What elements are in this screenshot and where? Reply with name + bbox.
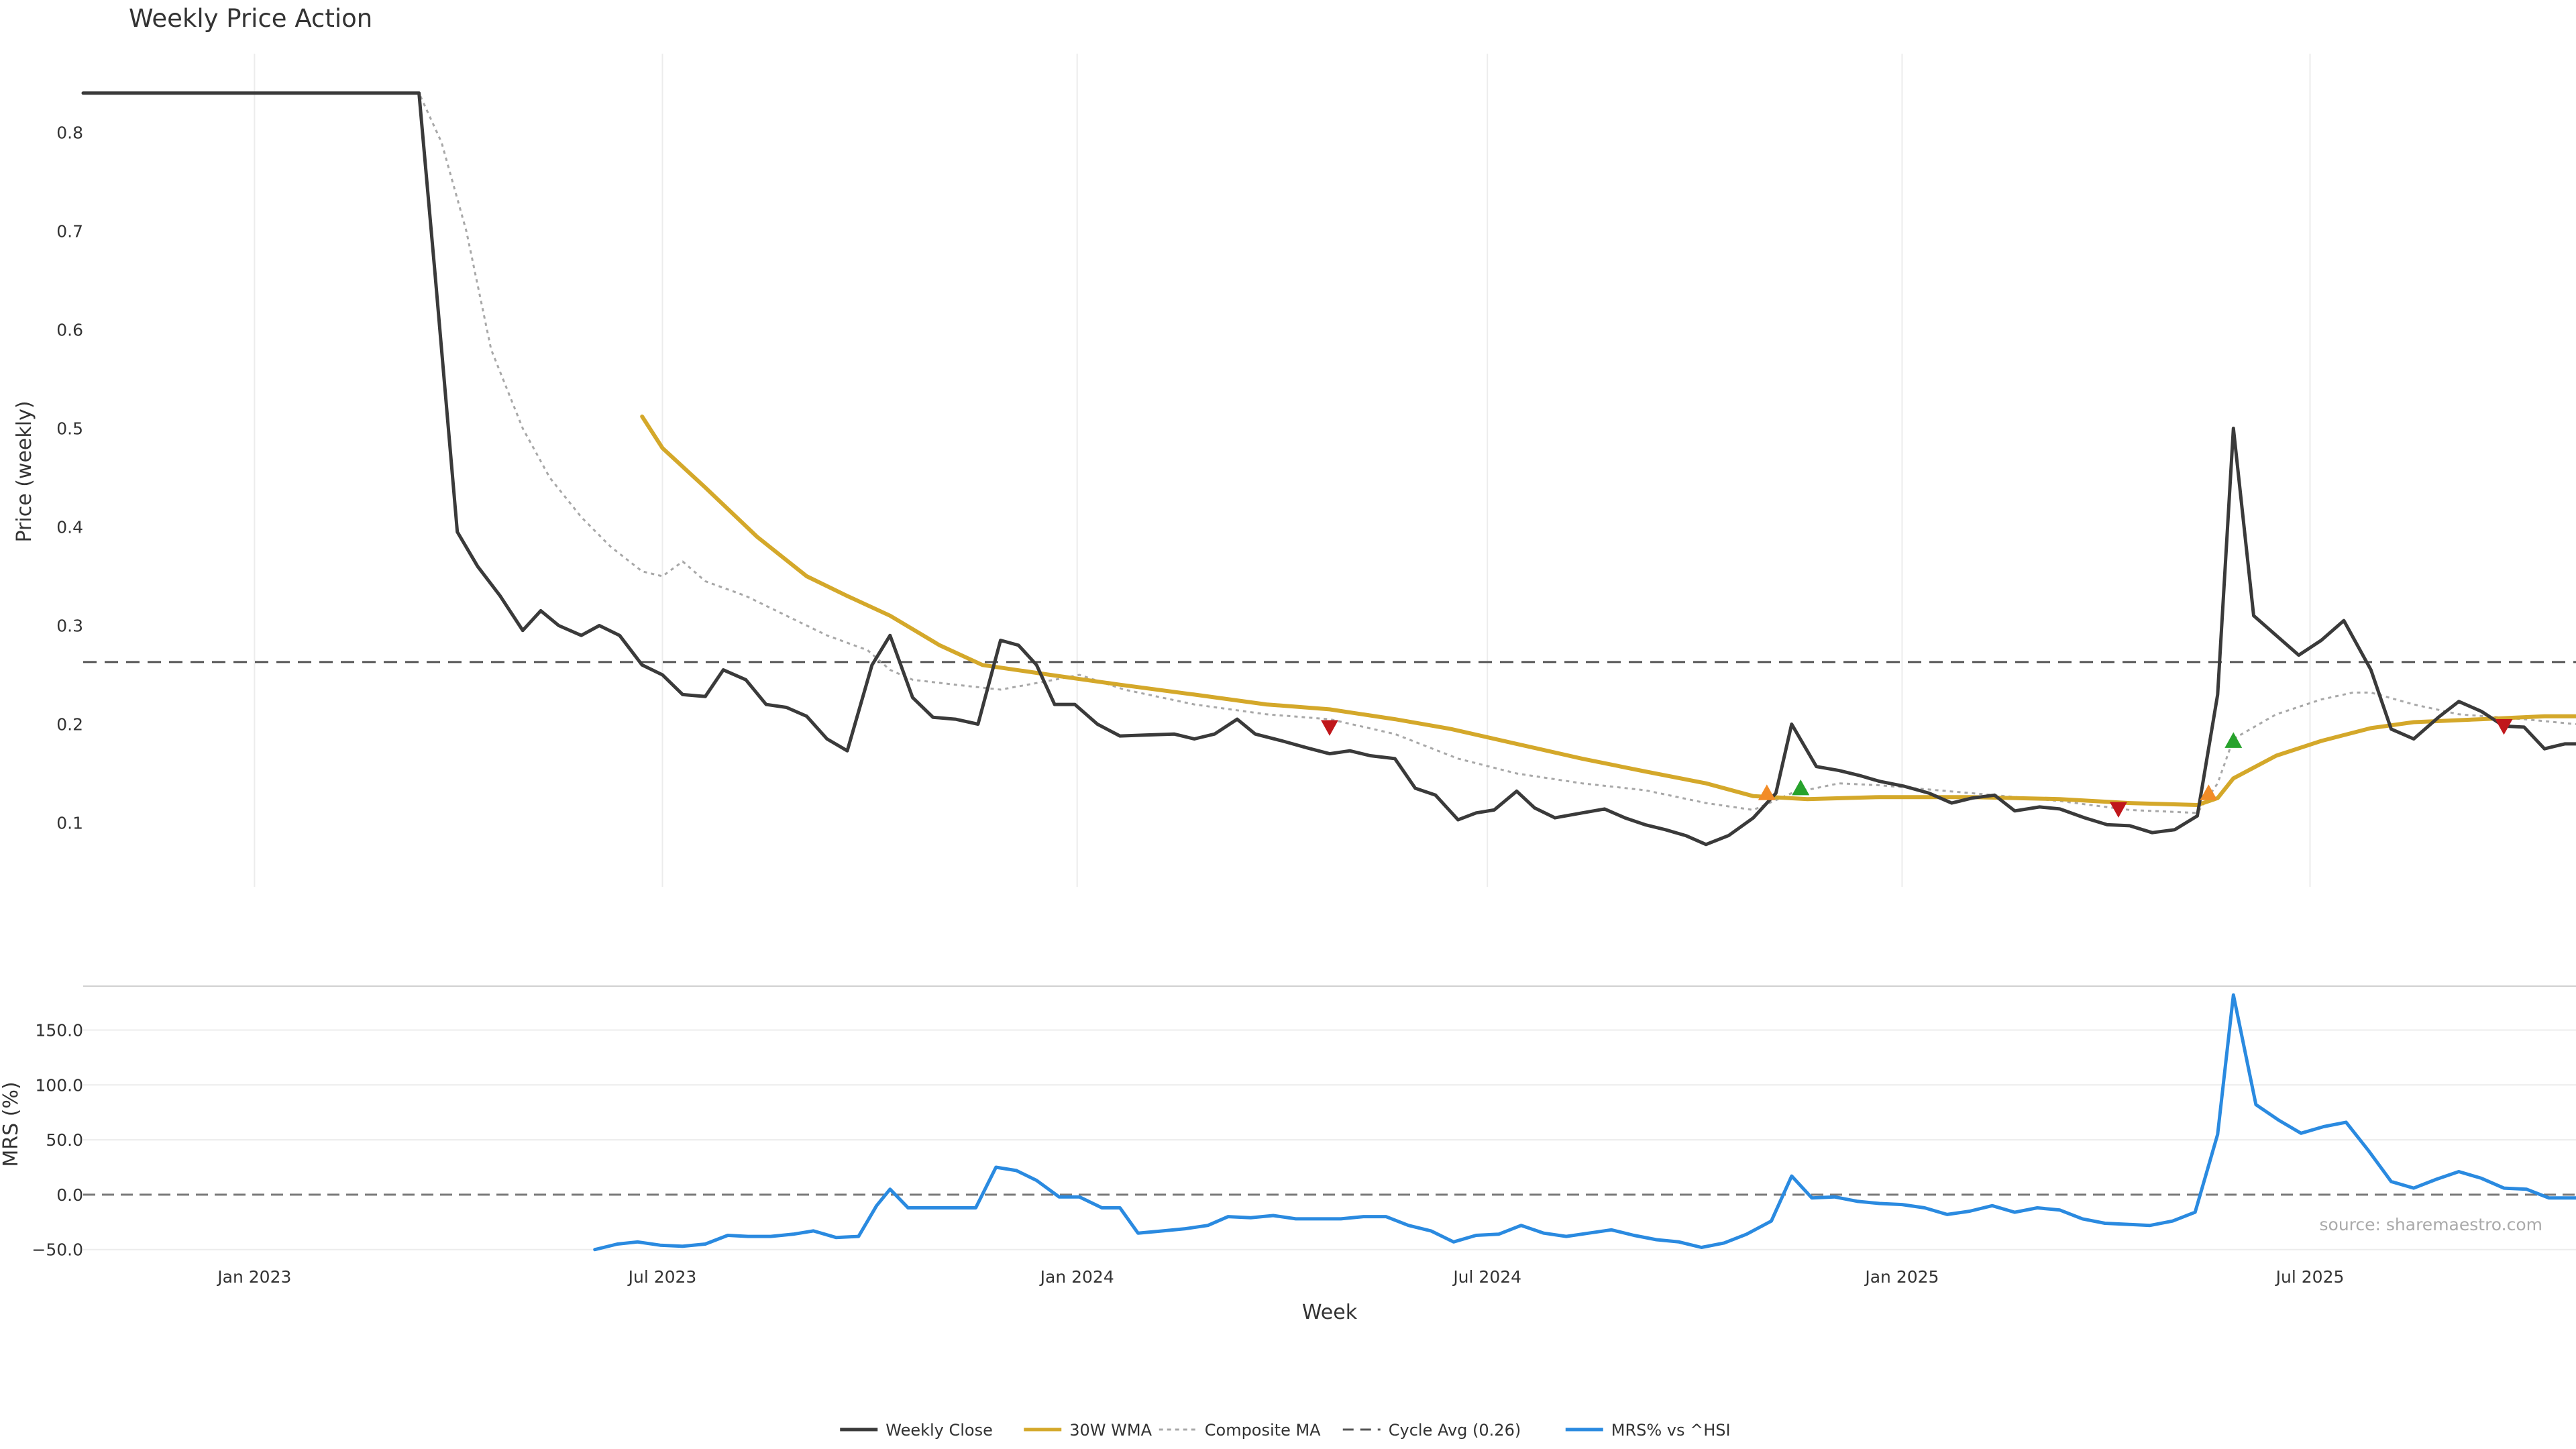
chart-title: Weekly Price Action (129, 4, 372, 33)
mrs-y-tick-label: −50.0 (32, 1240, 83, 1260)
price-panel-series (81, 91, 2576, 847)
series-30w-wma (640, 414, 2576, 807)
mrs-y-tick-label: 50.0 (46, 1130, 83, 1150)
signal-down-marker (1321, 720, 1338, 736)
legend-item: MRS% vs ^HSI (1565, 1421, 1731, 1440)
signal-down-marker (2495, 719, 2513, 735)
signal-up-marker (2200, 784, 2218, 800)
mrs-panel-grid (83, 985, 2576, 1250)
price-y-axis-label: Price (weekly) (13, 400, 36, 542)
mrs-y-tick-label: 100.0 (35, 1075, 83, 1095)
signal-up-marker (2224, 732, 2243, 748)
legend-item: Composite MA (1159, 1421, 1321, 1440)
mrs-panel-series (593, 993, 2576, 1252)
legend-item: 30W WMA (1024, 1421, 1152, 1440)
legend-label: MRS% vs ^HSI (1611, 1421, 1731, 1440)
mrs-y-axis-label: MRS (%) (0, 1081, 23, 1167)
price-y-tick-label: 0.1 (56, 813, 83, 833)
price-panel-grid (254, 54, 2311, 887)
x-axis-label: Week (1302, 1301, 1358, 1324)
price-y-tick-label: 0.7 (56, 222, 83, 241)
price-y-tick-label: 0.3 (56, 616, 83, 635)
series-weekly-close (81, 91, 2576, 847)
price-y-tick-labels: 0.1 0.2 0.3 0.4 0.5 0.6 0.7 0.8 (56, 123, 83, 833)
legend-label: Weekly Close (885, 1421, 993, 1440)
x-tick-labels: Jan 2023 Jul 2023 Jan 2024 Jul 2024 Jan 2025… (216, 1267, 2344, 1287)
mrs-y-tick-labels: −50.0 0.0 50.0 100.0 150.0 (32, 1020, 83, 1259)
x-tick-label: Jul 2023 (627, 1267, 697, 1287)
legend-item: Cycle Avg (0.26) (1342, 1421, 1521, 1440)
mrs-y-tick-label: 150.0 (35, 1020, 83, 1040)
mrs-y-tick-label: 0.0 (56, 1185, 83, 1205)
price-y-tick-label: 0.5 (56, 419, 83, 439)
x-tick-label: Jan 2025 (1864, 1267, 1939, 1287)
signal-up-marker (1758, 784, 1776, 800)
price-y-tick-label: 0.6 (56, 321, 83, 340)
legend-item: Weekly Close (840, 1421, 993, 1440)
legend-label: 30W WMA (1069, 1421, 1152, 1440)
price-y-tick-label: 0.2 (56, 714, 83, 734)
series-mrs-vs-hsi (593, 993, 2576, 1252)
series-composite-ma (83, 92, 2576, 814)
x-tick-label: Jul 2025 (2275, 1267, 2345, 1287)
signal-down-marker (2109, 802, 2127, 818)
price-y-tick-label: 0.8 (56, 123, 83, 143)
x-tick-label: Jul 2024 (1452, 1267, 1521, 1287)
legend-label: Cycle Avg (0.26) (1389, 1421, 1521, 1440)
price-y-tick-label: 0.4 (56, 518, 83, 537)
legend-label: Composite MA (1205, 1421, 1321, 1440)
source-annotation: source: sharemaestro.com (2320, 1215, 2543, 1234)
x-tick-label: Jan 2024 (1039, 1267, 1114, 1287)
x-tick-label: Jan 2023 (216, 1267, 291, 1287)
signal-up-marker (1792, 780, 1810, 796)
legend: Weekly Close 30W WMA Composite MA Cycle Avg… (840, 1421, 1731, 1440)
